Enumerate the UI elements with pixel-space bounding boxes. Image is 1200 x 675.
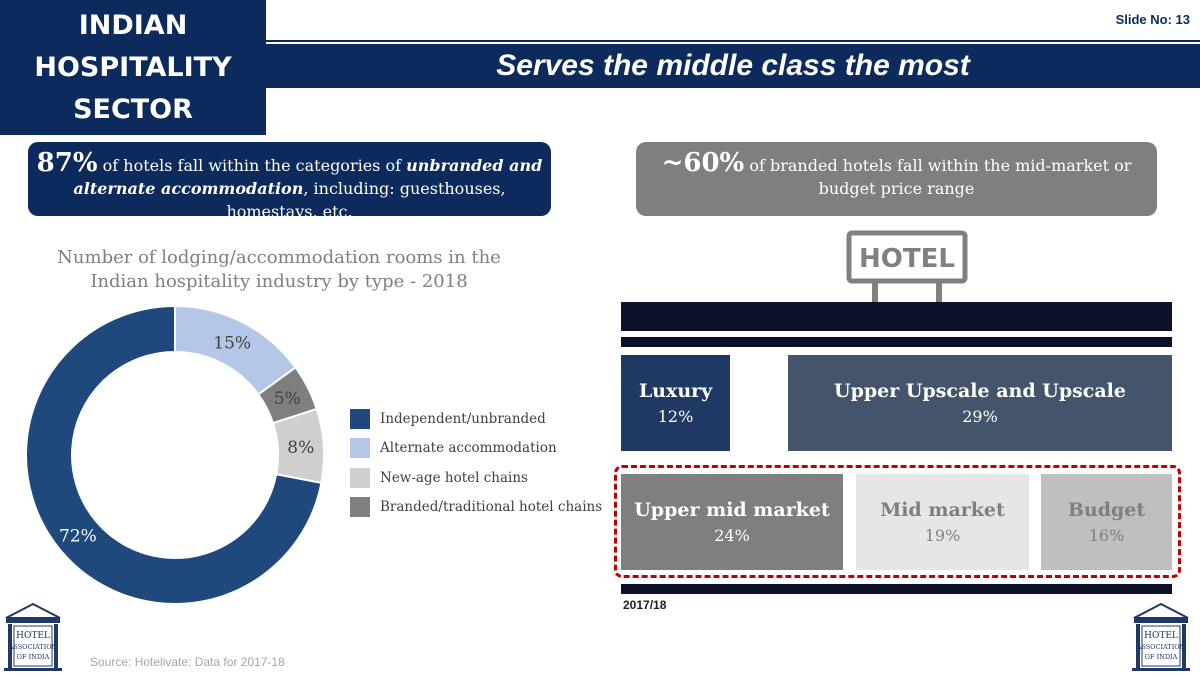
- legend-swatch-alternate: [350, 438, 370, 459]
- segment-upper-mid-value: 24%: [714, 526, 750, 545]
- hotel-floor: [621, 584, 1172, 594]
- svg-text:HOTEL: HOTEL: [16, 631, 50, 641]
- hotel-roof: [621, 302, 1172, 331]
- slice-label-independent-unbranded: 72%: [59, 526, 97, 546]
- slice-label-alternate-accommodation: 15%: [213, 334, 251, 354]
- callout-branded: ~60% of branded hotels fall within the m…: [636, 142, 1157, 216]
- hotel-association-logo-left: HOTEL ASSOCIATION OF INDIA: [4, 602, 62, 671]
- slice-label-new-age-hotel-chains: 8%: [287, 438, 314, 458]
- section-title-line-1: INDIAN: [78, 9, 188, 41]
- section-title-line-2: HOSPITALITY: [34, 51, 232, 83]
- donut-chart: 15% 5% 8% 72%: [25, 304, 325, 605]
- svg-text:HOTEL: HOTEL: [1144, 631, 1178, 641]
- svg-text:ASSOCIATION: ASSOCIATION: [8, 643, 58, 651]
- segment-luxury: Luxury 12%: [621, 355, 730, 451]
- segment-budget: Budget 16%: [1041, 474, 1172, 570]
- segment-upscale-label: Upper Upscale and Upscale: [834, 380, 1126, 402]
- hotel-roof-strip: [621, 337, 1172, 347]
- hotel-sign-text: HOTEL: [859, 244, 955, 274]
- hotel-association-logo-right: HOTEL ASSOCIATION OF INDIA: [1132, 602, 1190, 671]
- legend-label-branded: Branded/traditional hotel chains: [380, 499, 603, 516]
- callout-unbranded-text-a: of hotels fall within the categories of: [97, 156, 407, 175]
- svg-text:ASSOCIATION: ASSOCIATION: [1136, 643, 1186, 651]
- segment-luxury-value: 12%: [657, 407, 694, 426]
- slice-independent-unbranded: [25, 304, 323, 605]
- callout-branded-figure: ~60%: [661, 148, 745, 178]
- segment-upscale-value: 29%: [962, 407, 998, 426]
- segment-luxury-label: Luxury: [638, 380, 713, 402]
- hotel-sign-icon: HOTEL: [846, 230, 968, 304]
- svg-text:OF INDIA: OF INDIA: [17, 653, 50, 661]
- section-title: INDIAN HOSPITALITY SECTOR: [0, 0, 266, 135]
- callout-unbranded-text-b: , including: guesthouses, homestays, etc…: [226, 179, 506, 221]
- legend-label-alternate: Alternate accommodation: [380, 440, 557, 457]
- legend-label-new-age: New-age hotel chains: [380, 469, 528, 486]
- legend-item-alternate: Alternate accommodation: [350, 434, 602, 464]
- mid-budget-highlight: [614, 465, 1181, 578]
- legend-item-new-age: New-age hotel chains: [350, 463, 602, 493]
- callout-unbranded-emphasis: unbranded and alternate accommodation: [73, 156, 543, 198]
- segment-upper-mid: Upper mid market 24%: [621, 474, 843, 570]
- donut-chart-title: Number of lodging/accommodation rooms in…: [57, 247, 501, 292]
- svg-text:OF INDIA: OF INDIA: [1145, 653, 1178, 661]
- segment-budget-label: Budget: [1067, 499, 1146, 521]
- segment-budget-value: 16%: [1088, 526, 1125, 545]
- period-label: 2017/18: [623, 598, 667, 612]
- callout-branded-text: of branded hotels fall within the mid-ma…: [744, 156, 1132, 198]
- legend-swatch-independent: [350, 408, 370, 429]
- segment-upper-mid-label: Upper mid market: [634, 499, 830, 521]
- legend-swatch-new-age: [350, 467, 370, 488]
- legend-label-independent: Independent/unbranded: [380, 410, 546, 427]
- callout-unbranded: 87% of hotels fall within the categories…: [28, 142, 551, 221]
- legend-swatch-branded: [350, 497, 370, 518]
- slice-label-branded-traditional-hotel-chains: 5%: [274, 389, 301, 409]
- segment-mid-market-label: Mid market: [880, 499, 1005, 521]
- header-divider: [266, 40, 1200, 42]
- segment-upscale: Upper Upscale and Upscale 29%: [788, 355, 1172, 451]
- source-note: Source: Hotelivate; Data for 2017-18: [90, 655, 285, 669]
- slide-banner: Serves the middle class the most: [266, 44, 1200, 88]
- segment-mid-market: Mid market 19%: [856, 474, 1029, 570]
- callout-unbranded-figure: 87%: [36, 148, 98, 178]
- legend-item-branded: Branded/traditional hotel chains: [350, 493, 602, 523]
- section-title-line-3: SECTOR: [73, 93, 193, 125]
- donut-legend: Independent/unbranded Alternate accommod…: [350, 404, 602, 522]
- slide-number: Slide No: 13: [1115, 12, 1190, 27]
- segment-mid-market-value: 19%: [924, 526, 961, 545]
- legend-item-independent: Independent/unbranded: [350, 404, 602, 434]
